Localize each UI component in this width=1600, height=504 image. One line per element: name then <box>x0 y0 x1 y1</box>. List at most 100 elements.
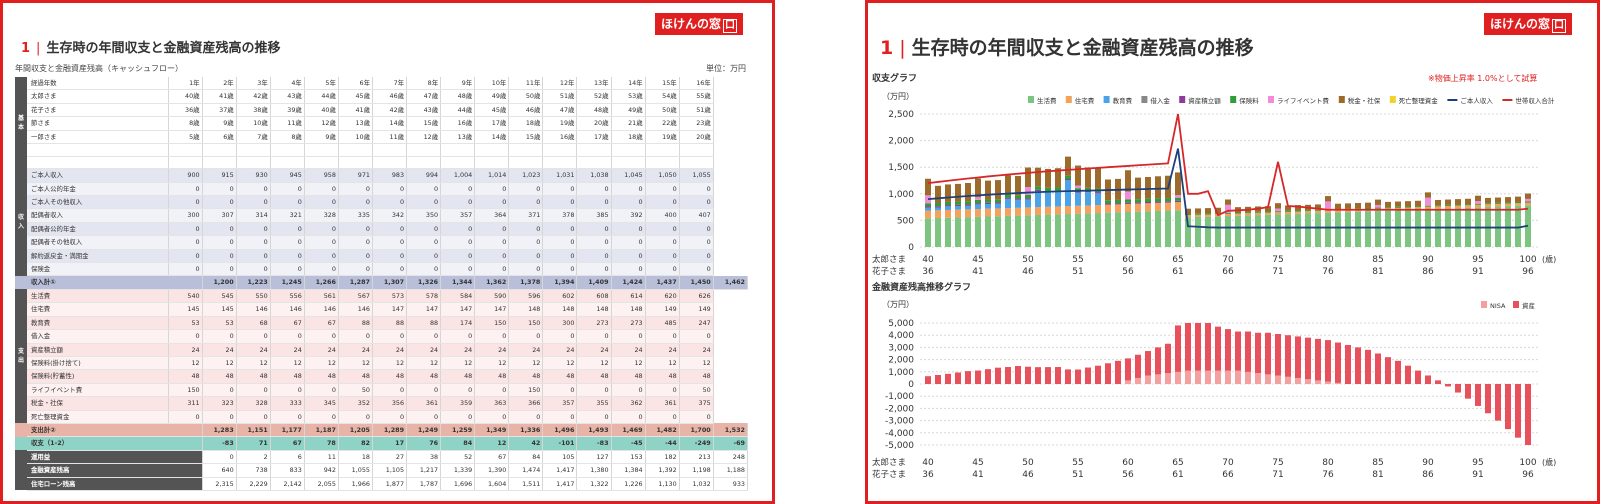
table-row: 一郎さま 5歳 6歳 7歳 8歳 9歳 10歳 11歳 12歳 13歳 14歳 15歳 16歳 17歳 18… <box>15 130 748 145</box>
x-tick-label: 80 <box>1322 458 1334 468</box>
bar-segment <box>1235 212 1241 214</box>
table-cell: 10歳 <box>236 116 271 131</box>
bar-segment <box>1045 214 1051 247</box>
bar-asset <box>1175 325 1181 384</box>
bar-segment <box>1325 210 1331 213</box>
table-cell: 37歳 <box>202 103 237 118</box>
bar-nisa <box>1305 379 1311 384</box>
x-tick-label: 40 <box>922 255 934 265</box>
table-cell: 0 <box>576 222 612 237</box>
table-cell: 0 <box>236 195 271 210</box>
bar-segment <box>1115 204 1121 213</box>
bar-segment <box>1025 199 1031 208</box>
table-cell: 145 <box>168 302 203 317</box>
table-cell: 7年 <box>372 77 408 91</box>
bar-asset <box>975 370 981 384</box>
table-cell: 0 <box>406 262 442 277</box>
legend-swatch <box>1103 96 1110 103</box>
table-cell: 0 <box>440 235 476 250</box>
table-cell <box>508 156 544 170</box>
table-cell: 46歳 <box>508 103 544 118</box>
table-cell: 596 <box>508 289 544 304</box>
bar-segment <box>925 210 931 219</box>
bar-segment <box>1375 199 1381 205</box>
table-cell: 0 <box>168 235 203 250</box>
table-cell: 321 <box>270 208 305 223</box>
table-cell: 0 <box>508 262 544 277</box>
bar-segment <box>995 180 1001 200</box>
table-cell: 0 <box>338 182 373 197</box>
table-cell: 14歳 <box>474 130 510 145</box>
table-cell: 0 <box>474 262 510 277</box>
table-cell: 48 <box>338 369 373 384</box>
table-cell: 1,493 <box>576 423 612 438</box>
bar-segment <box>1465 204 1471 206</box>
bar-segment <box>1475 204 1481 208</box>
y-axis-unit: （万円） <box>882 92 914 101</box>
bar-segment <box>1085 167 1091 188</box>
table-cell: 43歳 <box>406 103 442 118</box>
x-tick-label: 71 <box>1272 470 1283 480</box>
table-cell: 0 <box>236 222 271 237</box>
table-cell: 16歳 <box>542 130 578 145</box>
table-cell: -83 <box>202 436 237 451</box>
table-cell: 9歳 <box>202 116 237 131</box>
table-cell: 602 <box>542 289 578 304</box>
row-label: 住宅費 <box>27 302 169 317</box>
x-tick-label: 71 <box>1272 267 1283 277</box>
row-label: ご本人収入 <box>27 168 169 183</box>
x-tick-label: 46 <box>1022 470 1034 480</box>
bar-nisa <box>1165 373 1171 384</box>
bar-asset <box>1495 384 1501 421</box>
bar-segment <box>1445 204 1451 206</box>
bar-segment <box>1225 204 1231 213</box>
row-label-taro: 太郎さま <box>872 254 906 265</box>
table-cell: 1,031 <box>542 168 578 183</box>
x-tick-label: 81 <box>1372 267 1383 277</box>
bar-segment <box>1365 202 1371 208</box>
bar-segment <box>1395 201 1401 207</box>
bar-segment <box>1065 214 1071 247</box>
bar-segment <box>1185 215 1191 218</box>
table-cell: 366 <box>508 396 544 411</box>
table-cell: 12 <box>406 356 442 371</box>
bar-asset <box>1155 347 1161 384</box>
legend-label: 資産積立額 <box>1188 96 1221 105</box>
x-tick-label: 75 <box>1272 458 1283 468</box>
bar-segment <box>945 209 951 218</box>
table-cell <box>611 156 646 170</box>
table-cell: 49歳 <box>611 103 646 118</box>
bar-segment <box>1275 214 1281 247</box>
x-tick-label: 95 <box>1472 458 1483 468</box>
table-cell <box>440 156 476 170</box>
table-cell <box>406 143 442 157</box>
x-tick-label: 55 <box>1072 255 1083 265</box>
table-cell: 248 <box>713 450 749 465</box>
bar-segment <box>1325 201 1331 210</box>
bar-segment <box>975 197 981 200</box>
bar-segment <box>1005 198 1011 209</box>
table-cell: 24 <box>338 343 373 357</box>
bar-segment <box>1345 209 1351 213</box>
bar-asset <box>1345 344 1351 384</box>
table-cell: 14年 <box>611 77 646 91</box>
income-total-label: 収入計① <box>27 275 203 290</box>
header-label: 経過年数 <box>27 77 169 91</box>
table-cell: 392 <box>611 208 646 223</box>
bar-segment <box>1485 204 1491 207</box>
table-cell: 24 <box>270 343 305 357</box>
bar-segment <box>1125 211 1131 247</box>
bar-segment <box>945 217 951 247</box>
table-cell: 149 <box>645 302 680 317</box>
table-cell: 9歳 <box>304 130 339 145</box>
bar-segment <box>1425 192 1431 198</box>
table-cell: 12年 <box>542 77 578 91</box>
table-cell: 23歳 <box>679 116 714 131</box>
bar-segment <box>1005 175 1011 195</box>
table-cell: 0 <box>270 262 305 277</box>
table-cell: 48 <box>304 369 339 384</box>
table-cell: 48 <box>576 369 612 384</box>
table-cell: 0 <box>645 383 680 398</box>
table-cell: 174 <box>440 316 476 331</box>
table-cell: 149 <box>679 302 714 317</box>
